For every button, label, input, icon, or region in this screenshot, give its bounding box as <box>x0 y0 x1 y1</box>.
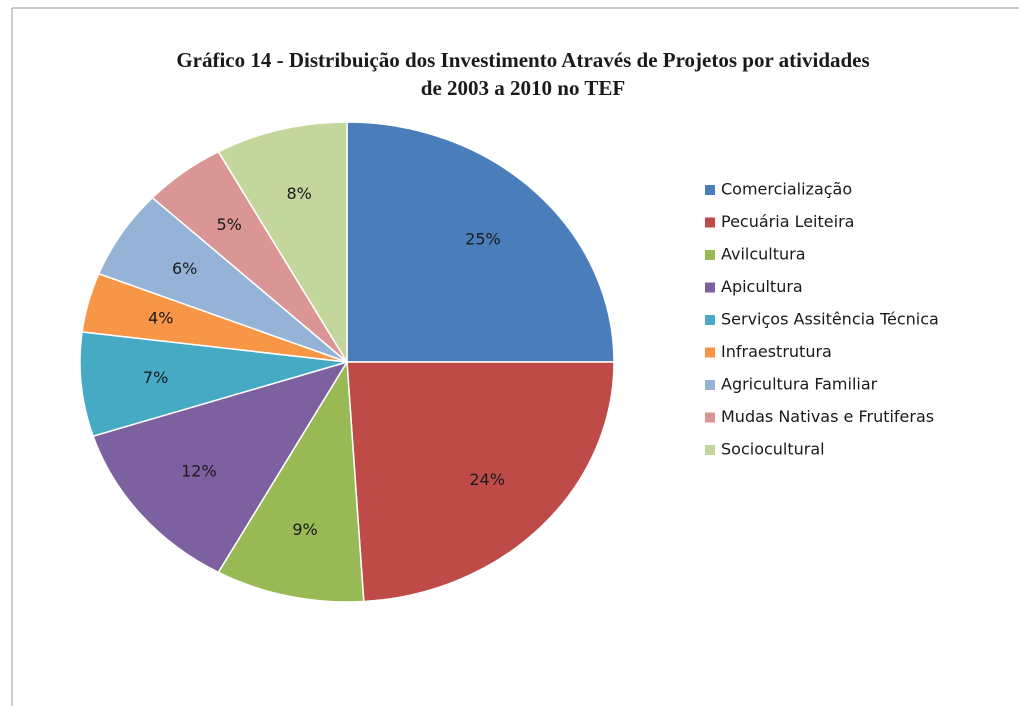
pie-slice <box>79 331 348 438</box>
legend-swatch <box>705 217 715 228</box>
legend-label: Sociocultural <box>721 440 825 459</box>
legend-label: Apicultura <box>721 277 803 296</box>
legend-swatch <box>705 445 715 455</box>
legend-swatch <box>705 315 715 325</box>
legend-label: Pecuária Leiteira <box>721 212 854 231</box>
legend-swatch <box>705 250 715 260</box>
data-label: 9% <box>292 520 317 539</box>
data-label: 24% <box>469 470 505 489</box>
legend-label: Serviços Assitência Técnica <box>721 310 939 329</box>
legend-label: Mudas Nativas e Frutiferas <box>721 407 934 426</box>
legend-swatch <box>705 282 715 293</box>
pie-slice <box>92 360 349 574</box>
legend-label: Comercialização <box>721 180 852 199</box>
legend-swatch <box>705 347 715 358</box>
chart-title: Gráfico 14 - Distribuição dos Investimen… <box>176 48 869 72</box>
pie-slice <box>346 361 615 603</box>
legend-label: Infraestrutura <box>721 342 832 361</box>
legend-swatch <box>705 380 715 390</box>
data-label: 4% <box>148 309 173 328</box>
pie-slice <box>217 359 365 603</box>
pie-slice <box>217 121 348 365</box>
legend-swatch <box>705 412 715 423</box>
data-label: 12% <box>181 462 217 481</box>
legend-label: Avilcultura <box>721 245 806 264</box>
chart-title: de 2003 a 2010 no TEF <box>421 76 625 100</box>
data-label: 7% <box>143 368 168 387</box>
data-label: 6% <box>172 259 197 278</box>
legend-swatch <box>705 185 715 195</box>
pie-slice <box>346 121 615 363</box>
data-label: 25% <box>465 229 501 248</box>
data-label: 5% <box>216 215 241 234</box>
legend-label: Agricultura Familiar <box>721 375 878 394</box>
data-label: 8% <box>286 184 311 203</box>
